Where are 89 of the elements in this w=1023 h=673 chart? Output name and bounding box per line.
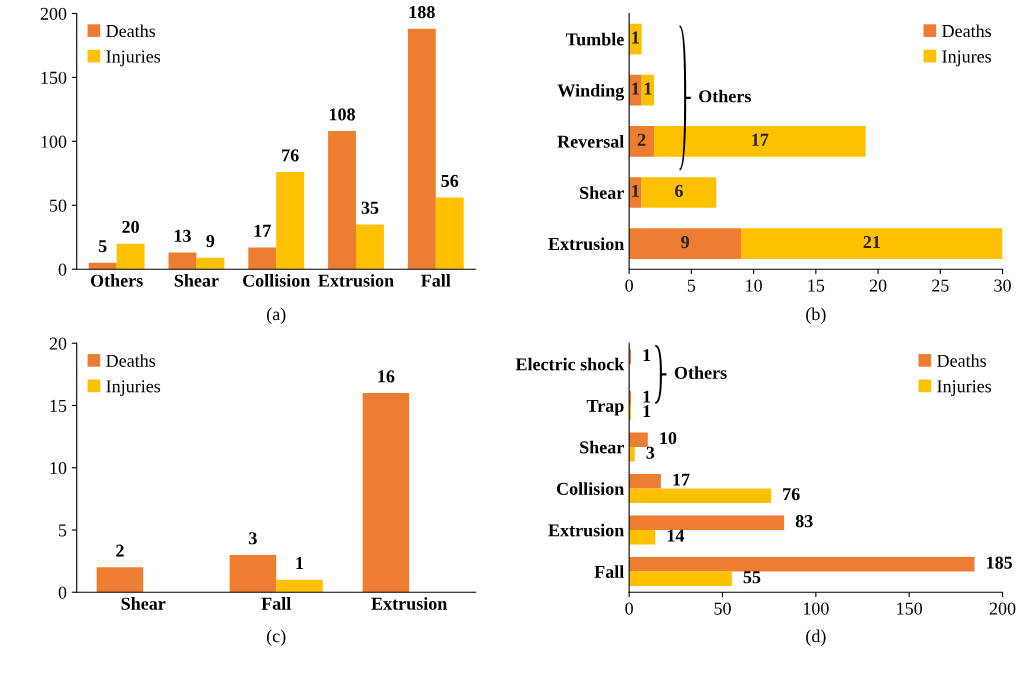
legend-label: Deaths <box>106 24 156 38</box>
y-tick-label: 15 <box>50 399 67 412</box>
y-tick-label: Tumble <box>566 32 624 46</box>
y-tick-label: 50 <box>50 199 67 212</box>
y-tick-label: Extrusion <box>548 237 625 251</box>
x-tick-label: Extrusion <box>318 274 394 287</box>
y-tick-label: Shear <box>580 186 624 199</box>
x-tick-label: Shear <box>121 597 166 610</box>
data-label: 76 <box>282 149 299 162</box>
data-label: 35 <box>361 201 379 214</box>
data-label: 17 <box>673 473 690 486</box>
text: (c) <box>266 629 286 646</box>
y-tick-label: 0 <box>58 263 67 276</box>
data-label: 2 <box>637 133 646 146</box>
y-tick-label: Reversal <box>557 135 624 148</box>
legend-label: Deaths <box>106 354 156 367</box>
legend-label: Deaths <box>942 24 992 38</box>
y-tick-label: Winding <box>557 83 625 101</box>
x-tick-label: Others <box>90 274 143 287</box>
legend-label: Injures <box>942 50 992 67</box>
x-tick-label: 5 <box>687 279 696 292</box>
y-tick-label: 100 <box>41 135 67 148</box>
y-tick-label: Shear <box>580 440 624 454</box>
data-label: 1 <box>296 557 304 569</box>
x-tick-label: 25 <box>932 279 949 292</box>
data-label: 9 <box>681 236 690 249</box>
y-tick-label: 200 <box>40 7 67 20</box>
x-tick-label: Collision <box>242 274 311 287</box>
data-label: 3 <box>249 532 257 545</box>
y-tick-label: 150 <box>41 71 67 84</box>
data-label: 21 <box>863 236 880 248</box>
data-label: 76 <box>783 488 800 501</box>
legend-label: Injuries <box>937 380 992 397</box>
y-tick-label: Extrusion <box>548 523 625 537</box>
data-label: 6 <box>675 184 683 197</box>
data-label: 55 <box>743 571 761 584</box>
annotation: Others <box>674 366 727 379</box>
y-tick-label: 0 <box>58 586 67 599</box>
x-tick-label: Extrusion <box>371 597 448 610</box>
x-tick-label: 100 <box>803 602 829 615</box>
data-label: 83 <box>795 515 813 528</box>
x-tick-label: Fall <box>261 597 291 610</box>
data-label: 185 <box>987 556 1013 569</box>
data-label: 2 <box>116 544 124 557</box>
data-label: 56 <box>441 174 459 187</box>
y-tick-label: Trap <box>586 399 624 416</box>
legend-label: Deaths <box>937 354 987 367</box>
data-label: 108 <box>329 108 355 121</box>
data-label: 13 <box>174 229 191 242</box>
text: (d) <box>806 629 826 646</box>
x-tick-label: Shear <box>174 274 219 287</box>
data-label: 1 <box>643 405 651 418</box>
x-tick-label: 10 <box>746 279 762 292</box>
data-label: 9 <box>206 234 215 248</box>
data-label: 5 <box>98 240 107 253</box>
y-tick-label: Collision <box>556 482 625 495</box>
y-tick-label: Electric shock <box>515 357 625 371</box>
x-tick-label: 0 <box>625 279 633 292</box>
legend-label: Injuries <box>106 50 161 67</box>
data-label: 16 <box>378 370 395 383</box>
data-label: 14 <box>667 529 685 542</box>
data-label: 1 <box>643 390 651 403</box>
y-tick-label: 20 <box>49 337 67 350</box>
y-tick-label: 5 <box>59 524 67 537</box>
x-tick-label: 150 <box>897 602 923 615</box>
data-label: 1 <box>643 349 651 362</box>
data-label: 20 <box>122 220 139 234</box>
x-tick-label: 0 <box>625 602 633 615</box>
legend-label: Injuries <box>106 380 161 397</box>
data-label: 1 <box>644 82 652 95</box>
x-tick-label: Fall <box>421 274 451 287</box>
x-tick-label: 15 <box>808 279 825 292</box>
data-label: 17 <box>752 133 769 146</box>
x-tick-label: 200 <box>989 602 1016 615</box>
x-tick-label: 50 <box>714 602 731 615</box>
data-label: 1 <box>632 31 639 44</box>
data-label: 17 <box>254 224 271 237</box>
text: (a) <box>266 307 286 324</box>
y-tick-label: 10 <box>50 461 67 475</box>
data-label: 1 <box>632 82 639 95</box>
data-label: 188 <box>409 6 435 19</box>
data-label: 10 <box>660 432 677 445</box>
data-label: 3 <box>646 446 655 459</box>
x-tick-label: 30 <box>994 279 1011 292</box>
data-label: 1 <box>632 184 639 197</box>
y-tick-label: Fall <box>594 565 624 578</box>
annotation: Others <box>699 89 751 103</box>
x-tick-label: 20 <box>869 279 887 292</box>
text: (b) <box>806 307 826 324</box>
